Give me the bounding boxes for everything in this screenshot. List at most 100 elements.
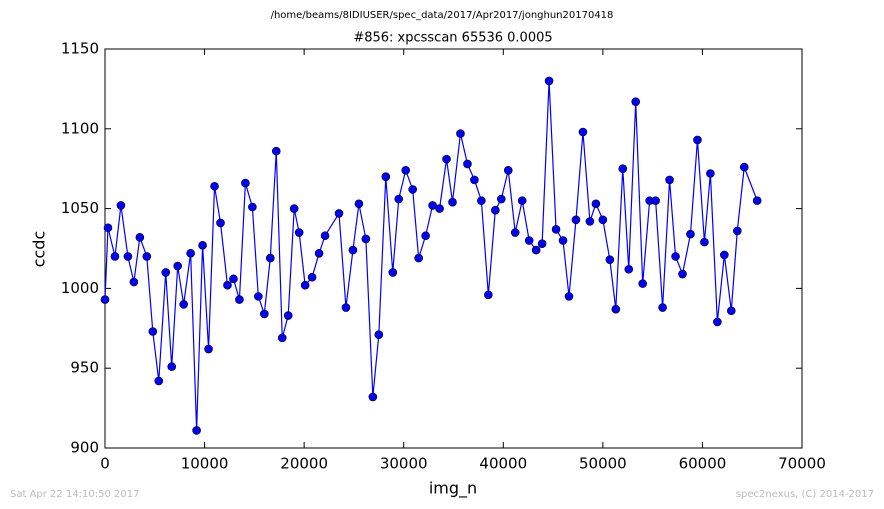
x-tick-label: 40000	[479, 455, 527, 473]
data-point	[578, 127, 588, 137]
data-point	[198, 241, 207, 250]
data-point	[496, 194, 506, 204]
data-point	[277, 333, 287, 343]
data-point	[173, 261, 182, 271]
data-point	[103, 223, 113, 233]
y-tick-label: 1150	[61, 40, 99, 58]
data-point	[161, 268, 171, 277]
data-point	[510, 228, 520, 237]
x-tick-label: 50000	[579, 455, 627, 473]
data-point	[727, 306, 736, 316]
data-point	[408, 185, 417, 194]
data-point	[289, 204, 299, 213]
data-point	[300, 280, 310, 290]
data-point	[381, 172, 391, 181]
data-point	[491, 205, 500, 215]
data-point	[192, 426, 201, 435]
data-point	[503, 165, 513, 175]
data-point	[658, 303, 667, 312]
y-tick-label: 900	[70, 439, 99, 457]
data-point	[235, 295, 244, 304]
data-point	[700, 237, 709, 247]
data-point	[248, 202, 257, 212]
data-point	[348, 245, 358, 255]
data-point	[517, 196, 527, 205]
x-tick-label: 10000	[181, 455, 229, 473]
data-point	[167, 362, 177, 371]
data-point	[314, 248, 324, 258]
y-tick-label: 950	[70, 359, 99, 377]
data-point	[442, 154, 451, 164]
data-point	[477, 196, 486, 205]
data-point	[204, 344, 213, 354]
x-axis-label: img_n	[429, 479, 477, 499]
chart-title: #856: xpcsscan 65536 0.0005	[353, 31, 552, 46]
data-point	[148, 327, 158, 336]
data-point	[142, 252, 152, 261]
data-point	[531, 245, 541, 255]
data-point	[671, 252, 680, 261]
data-point	[598, 215, 608, 225]
data-point	[254, 292, 263, 301]
data-point	[564, 292, 574, 301]
data-point	[135, 233, 145, 242]
x-tick-label: 60000	[679, 455, 727, 473]
plot-frame	[104, 48, 803, 449]
data-point	[739, 162, 749, 172]
x-tick-label: 30000	[380, 455, 428, 473]
data-point	[100, 295, 110, 304]
data-point	[241, 178, 250, 188]
data-point	[678, 269, 687, 279]
data-point	[693, 135, 702, 145]
data-point	[229, 274, 238, 284]
suptitle: /home/beams/8IDIUSER/spec_data/2017/Apr2…	[271, 10, 614, 21]
data-point	[551, 225, 561, 234]
data-point	[665, 175, 674, 185]
data-point	[428, 201, 437, 210]
data-point	[260, 309, 269, 319]
data-point	[320, 231, 330, 241]
data-point	[456, 129, 465, 138]
data-point	[421, 231, 430, 241]
data-point	[558, 236, 568, 245]
y-tick-label: 1100	[61, 119, 99, 137]
data-point	[638, 279, 647, 288]
data-point	[283, 311, 293, 320]
data-point	[686, 229, 695, 239]
data-point	[591, 199, 601, 209]
data-point	[388, 268, 398, 277]
data-point	[361, 234, 371, 244]
data-point	[752, 196, 762, 205]
data-point	[116, 201, 126, 210]
data-point	[618, 164, 628, 173]
data-point	[401, 165, 411, 175]
data-point	[544, 76, 554, 86]
data-point	[341, 303, 351, 312]
data-point	[265, 253, 275, 263]
data-point	[216, 218, 225, 228]
x-tick-label: 20000	[280, 455, 328, 473]
data-point	[186, 248, 195, 258]
data-point	[524, 236, 534, 245]
data-point	[368, 392, 378, 402]
y-tick-label: 1050	[61, 199, 99, 217]
footer-left: Sat Apr 22 14:10:50 2017	[10, 489, 140, 500]
data-point	[470, 175, 479, 185]
y-tick-label: 1000	[61, 279, 99, 297]
data-point	[484, 290, 493, 300]
data-point	[631, 97, 641, 106]
data-point	[354, 199, 364, 209]
data-point	[374, 330, 384, 339]
data-point	[713, 317, 722, 327]
data-point	[154, 376, 164, 386]
data-point	[720, 250, 729, 260]
data-point	[706, 169, 715, 178]
x-tick-label: 0	[100, 455, 110, 473]
data-point	[571, 215, 581, 225]
data-point	[611, 304, 621, 314]
data-point	[732, 226, 742, 236]
data-point	[448, 197, 457, 207]
data-point	[307, 272, 317, 282]
